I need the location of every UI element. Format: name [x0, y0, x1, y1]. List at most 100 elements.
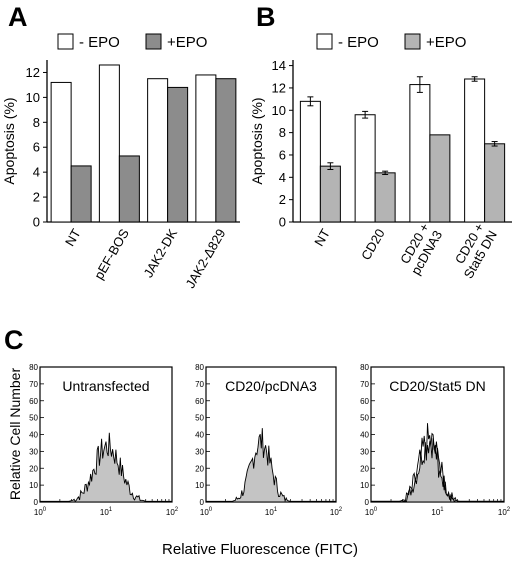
a-category-label: NT [62, 226, 84, 249]
c-histogram-label: CD20/Stat5 DN [389, 378, 485, 394]
b-legend-swatch [316, 33, 333, 50]
b-legend-label: +EPO [426, 34, 466, 51]
c-x-tick-base: 10 [200, 508, 209, 517]
c-histogram-area [205, 428, 337, 503]
c-y-tick-label: 60 [195, 397, 204, 406]
a-y-tick-label: 8 [33, 115, 40, 130]
c-x-tick-exponent: 2 [507, 507, 511, 513]
c-y-tick-label: 0 [200, 498, 205, 507]
c-y-tick-label: 70 [29, 380, 38, 389]
c-x-tick-exponent: 1 [440, 507, 444, 513]
b-y-tick-label: 8 [279, 125, 286, 140]
a-category-label-line: JAK2-Δ829 [183, 226, 229, 290]
c-x-tick-label: 100 [365, 507, 378, 517]
a-bar [195, 74, 217, 223]
a-bar [70, 165, 92, 223]
b-bar [429, 134, 451, 223]
b-y-tick-label: 14 [272, 58, 286, 73]
c-y-tick-label: 80 [360, 363, 369, 372]
a-category-label: JAK2-Δ829 [183, 226, 229, 290]
c-y-tick-label: 40 [360, 431, 369, 440]
c-x-tick-base: 10 [166, 508, 175, 517]
b-legend-label: - EPO [338, 34, 379, 51]
b-bar [319, 165, 341, 223]
c-x-tick-exponent: 2 [339, 507, 343, 513]
c-x-tick-exponent: 2 [175, 507, 179, 513]
b-y-axis-title: Apoptosis (%) [249, 97, 265, 184]
bar-chart-b: 0 2 4 6 8 10 12 14 Apoptosis (%) NT CD20 CD20 +pcDN… [249, 33, 512, 281]
c-x-tick-base: 10 [330, 508, 339, 517]
c-histogram-label: Untransfected [62, 378, 149, 394]
c-y-tick-label: 50 [29, 414, 38, 423]
a-bar [147, 78, 169, 223]
c-y-tick-label: 10 [29, 481, 38, 490]
c-y-tick-label: 30 [29, 447, 38, 456]
b-category-label: CD20 +pcDNA3 [395, 220, 445, 277]
b-bar [299, 100, 321, 223]
b-category-label-line: NT [311, 226, 333, 249]
a-legend-label: - EPO [79, 34, 120, 51]
c-y-tick-label: 70 [195, 380, 204, 389]
c-y-tick-label: 40 [195, 431, 204, 440]
c-x-tick-base: 10 [431, 508, 440, 517]
panel-letter-a: A [8, 2, 28, 32]
a-y-tick-label: 10 [26, 90, 40, 105]
c-x-tick-base: 10 [100, 508, 109, 517]
a-y-tick-label: 0 [33, 215, 40, 230]
panel-letter-b: B [256, 2, 276, 32]
a-y-tick-label: 2 [33, 190, 40, 205]
c-x-tick-label: 101 [431, 507, 444, 517]
c-x-tick-exponent: 1 [109, 507, 113, 513]
a-bar [98, 64, 120, 223]
b-y-tick-label: 4 [279, 170, 286, 185]
c-x-tick-label: 102 [498, 507, 511, 517]
a-bar [50, 81, 72, 223]
a-legend-swatch [57, 33, 74, 50]
c-x-tick-base: 10 [498, 508, 507, 517]
c-y-tick-label: 10 [195, 481, 204, 490]
a-category-label-line: pEF-BOS [91, 226, 132, 282]
a-y-tick-label: 6 [33, 140, 40, 155]
a-y-tick-label: 12 [26, 65, 40, 80]
c-histogram-label: CD20/pcDNA3 [225, 378, 317, 394]
c-y-tick-label: 60 [360, 397, 369, 406]
b-category-label-line: CD20 [358, 226, 388, 262]
a-category-label: pEF-BOS [91, 226, 132, 282]
c-y-tick-label: 20 [360, 464, 369, 473]
b-y-tick-label: 10 [272, 103, 286, 118]
c-x-tick-label: 102 [330, 507, 343, 517]
c-y-tick-label: 40 [29, 431, 38, 440]
b-bar [484, 143, 506, 223]
b-legend-swatch [404, 33, 421, 50]
a-legend-swatch [145, 33, 162, 50]
c-y-axis-title: Relative Cell Number [7, 368, 23, 501]
c-y-tick-label: 20 [29, 464, 38, 473]
b-bar [464, 78, 486, 223]
c-x-tick-exponent: 0 [43, 507, 47, 513]
a-y-axis-title: Apoptosis (%) [1, 97, 17, 184]
c-x-tick-exponent: 0 [209, 507, 213, 513]
b-category-label: CD20 [358, 226, 388, 262]
c-y-tick-label: 50 [195, 414, 204, 423]
a-bar [118, 155, 140, 223]
b-bar [409, 84, 431, 223]
b-bar [374, 172, 396, 223]
a-y-tick-label: 4 [33, 165, 40, 180]
c-y-tick-label: 80 [195, 363, 204, 372]
c-y-tick-label: 20 [195, 464, 204, 473]
b-y-tick-label: 2 [279, 192, 286, 207]
b-category-label: NT [311, 226, 333, 249]
c-x-tick-label: 101 [265, 507, 278, 517]
c-x-tick-label: 101 [100, 507, 113, 517]
c-y-tick-label: 30 [195, 447, 204, 456]
c-y-tick-label: 70 [360, 380, 369, 389]
c-y-tick-label: 0 [34, 498, 39, 507]
c-y-tick-label: 30 [360, 447, 369, 456]
a-category-label-line: NT [62, 226, 84, 249]
panel-letter-c: C [4, 325, 24, 355]
c-y-tick-label: 10 [360, 481, 369, 490]
a-category-label-line: JAK2-DK [140, 226, 180, 280]
c-x-axis-title: Relative Fluorescence (FITC) [162, 541, 358, 558]
b-y-tick-label: 6 [279, 147, 286, 162]
c-x-tick-label: 100 [34, 507, 47, 517]
